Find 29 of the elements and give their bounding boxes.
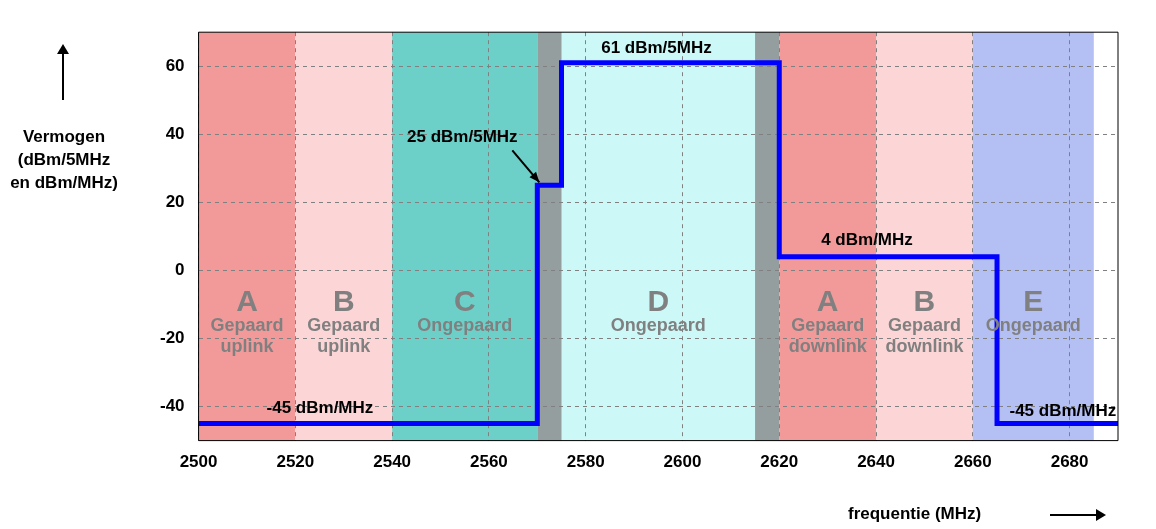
x-tick-label: 2540	[373, 452, 412, 472]
band-label: A Gepaard uplink	[210, 283, 284, 357]
y-tick-label: 60	[165, 55, 185, 75]
band-label: C Ongepaard	[417, 283, 513, 336]
annotation: 61 dBm/5MHz	[601, 38, 712, 58]
x-tick-label: 2560	[470, 452, 508, 472]
band-label: D Ongepaard	[610, 283, 706, 336]
annotation: -45 dBm/MHz	[1009, 401, 1117, 421]
x-tick-label: 2600	[663, 452, 702, 472]
y-tick-label: -40	[159, 396, 185, 416]
y-tick-label: 0	[175, 260, 185, 280]
band-label: B Gepaard downlink	[885, 283, 965, 357]
annotation: 25 dBm/5MHz	[407, 127, 518, 147]
x-tick-label: 2640	[857, 452, 895, 472]
annotation: 4 dBm/MHz	[821, 230, 913, 250]
y-tick-label: 20	[165, 192, 185, 212]
x-tick-label: 2580	[566, 452, 605, 472]
y-axis-title: Vermogen (dBm/5MHz en dBm/MHz)	[9, 126, 119, 194]
x-tick-label: 2500	[179, 452, 218, 472]
annotation: -45 dBm/MHz	[266, 398, 374, 418]
y-tick-label: 40	[165, 123, 185, 143]
band-label: A Gepaard downlink	[788, 283, 868, 357]
x-tick-label: 2520	[276, 452, 315, 472]
x-tick-label: 2660	[953, 452, 992, 472]
band-label: B Gepaard uplink	[307, 283, 381, 357]
x-tick-label: 2680	[1050, 452, 1089, 472]
x-tick-label: 2620	[760, 452, 799, 472]
x-axis-title: frequentie (MHz)	[848, 504, 982, 524]
y-tick-label: -20	[159, 328, 185, 348]
